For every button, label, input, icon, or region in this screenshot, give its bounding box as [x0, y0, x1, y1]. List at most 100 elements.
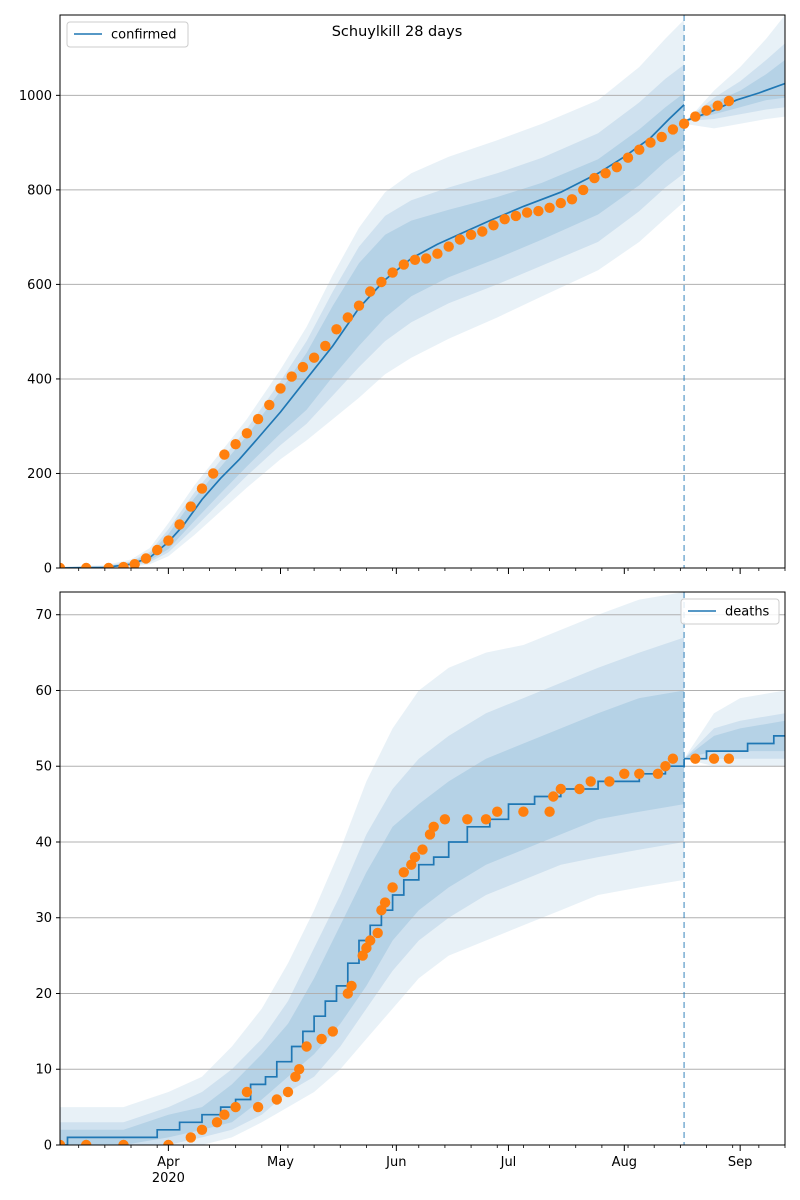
- observed-point: [585, 776, 596, 787]
- x-tick-label: Jun: [385, 1155, 406, 1170]
- observed-point: [712, 100, 723, 111]
- observed-point: [533, 205, 544, 217]
- observed-point: [439, 814, 451, 825]
- observed-point: [566, 194, 578, 205]
- band-outer: [684, 690, 785, 767]
- y-tick-label: 800: [27, 183, 52, 198]
- observed-point: [645, 137, 656, 148]
- observed-point: [480, 814, 492, 825]
- observed-point: [230, 1101, 241, 1113]
- observed-point: [271, 1094, 282, 1105]
- observed-point: [465, 229, 477, 240]
- confirmed-axes-frame: [59, 14, 786, 569]
- observed-point: [510, 210, 522, 222]
- y-tick-label: 70: [35, 608, 52, 623]
- observed-point: [667, 124, 679, 135]
- observed-point: [103, 562, 114, 568]
- observed-point: [656, 131, 667, 143]
- observed-point: [432, 248, 443, 259]
- observed-point: [196, 483, 208, 494]
- observed-point: [387, 267, 398, 278]
- x-tick-label: Sep: [728, 1155, 753, 1170]
- observed-point: [574, 783, 585, 795]
- confirmed-x-ticks: [78, 568, 786, 574]
- observed-point: [398, 867, 409, 878]
- band-middle: [684, 713, 785, 759]
- observed-point: [241, 428, 253, 439]
- observed-point: [286, 371, 297, 382]
- observed-point: [417, 844, 428, 855]
- observed-point: [230, 439, 241, 450]
- observed-point: [652, 768, 664, 779]
- observed-point: [219, 449, 230, 460]
- deaths-y-ticks: 0 10 20 30 40 50 60 70: [35, 608, 60, 1154]
- axes-frame: [59, 14, 786, 569]
- y-tick-label: 600: [27, 278, 52, 293]
- observed-point: [667, 753, 679, 764]
- observed-point: [208, 468, 219, 479]
- band-middle: [60, 637, 685, 1145]
- observed-point: [723, 753, 735, 764]
- observed-point: [421, 253, 432, 264]
- observed-point: [60, 1139, 66, 1145]
- x-tick-label: Apr: [157, 1155, 180, 1170]
- confirmed-gridlines: [60, 94, 785, 474]
- observed-point: [185, 501, 196, 512]
- observed-point: [365, 286, 376, 297]
- observed-point: [723, 95, 735, 107]
- deaths-gridlines: [60, 614, 785, 1070]
- observed-point: [252, 413, 264, 425]
- y-tick-label: 0: [44, 1139, 52, 1154]
- confirmed-y-ticks: 0 200 400 600 800 1000: [19, 89, 60, 577]
- model-line: [60, 758, 685, 1145]
- band-outer: [60, 592, 685, 1145]
- band-middle: [684, 43, 785, 122]
- band-inner: [684, 59, 785, 122]
- model-line: [684, 735, 785, 760]
- observed-point: [308, 352, 320, 363]
- observed-point: [660, 761, 671, 772]
- observed-point: [634, 768, 645, 779]
- deaths-legend-box: [680, 598, 780, 625]
- observed-point: [118, 561, 129, 568]
- observed-point: [320, 340, 331, 352]
- observed-point: [372, 927, 383, 939]
- observed-point: [316, 1033, 327, 1045]
- observed-point: [376, 276, 387, 288]
- figure-title: Schuylkill 28 days: [332, 24, 463, 40]
- observed-point: [60, 562, 66, 568]
- observed-point: [174, 519, 185, 530]
- observed-point: [342, 312, 353, 323]
- observed-point: [622, 152, 634, 163]
- observed-point: [690, 753, 701, 764]
- confirmed-legend: confirmed: [66, 21, 189, 48]
- observed-point: [477, 226, 488, 237]
- observed-point: [690, 111, 701, 122]
- confirmed-legend-label: confirmed: [111, 28, 177, 43]
- x-tick-year-label: 2020: [152, 1171, 185, 1186]
- observed-point: [81, 562, 92, 568]
- observed-point: [241, 1086, 253, 1098]
- observed-point: [409, 254, 421, 265]
- band-inner: [684, 720, 785, 759]
- deaths-legend-label: deaths: [725, 605, 770, 620]
- observed-point: [701, 105, 712, 116]
- observed-point: [211, 1117, 223, 1128]
- observed-point: [346, 980, 357, 992]
- x-tick-label: Aug: [612, 1155, 637, 1170]
- confirmed-legend-box: [66, 21, 189, 48]
- observed-point: [140, 553, 152, 564]
- observed-point: [454, 234, 466, 245]
- observed-point: [297, 361, 309, 373]
- observed-point: [294, 1064, 305, 1075]
- observed-point: [589, 172, 600, 184]
- y-tick-label: 200: [27, 467, 52, 482]
- observed-point: [544, 202, 555, 213]
- observed-point: [301, 1041, 312, 1052]
- confirmed-panel: 0 200 400 600 800 1000 confirmed Schuylkill 2…: [19, 14, 786, 577]
- observed-point: [387, 882, 398, 893]
- deaths-legend: deaths: [680, 598, 780, 625]
- axes-frame: [59, 591, 786, 1146]
- observed-point: [488, 220, 499, 231]
